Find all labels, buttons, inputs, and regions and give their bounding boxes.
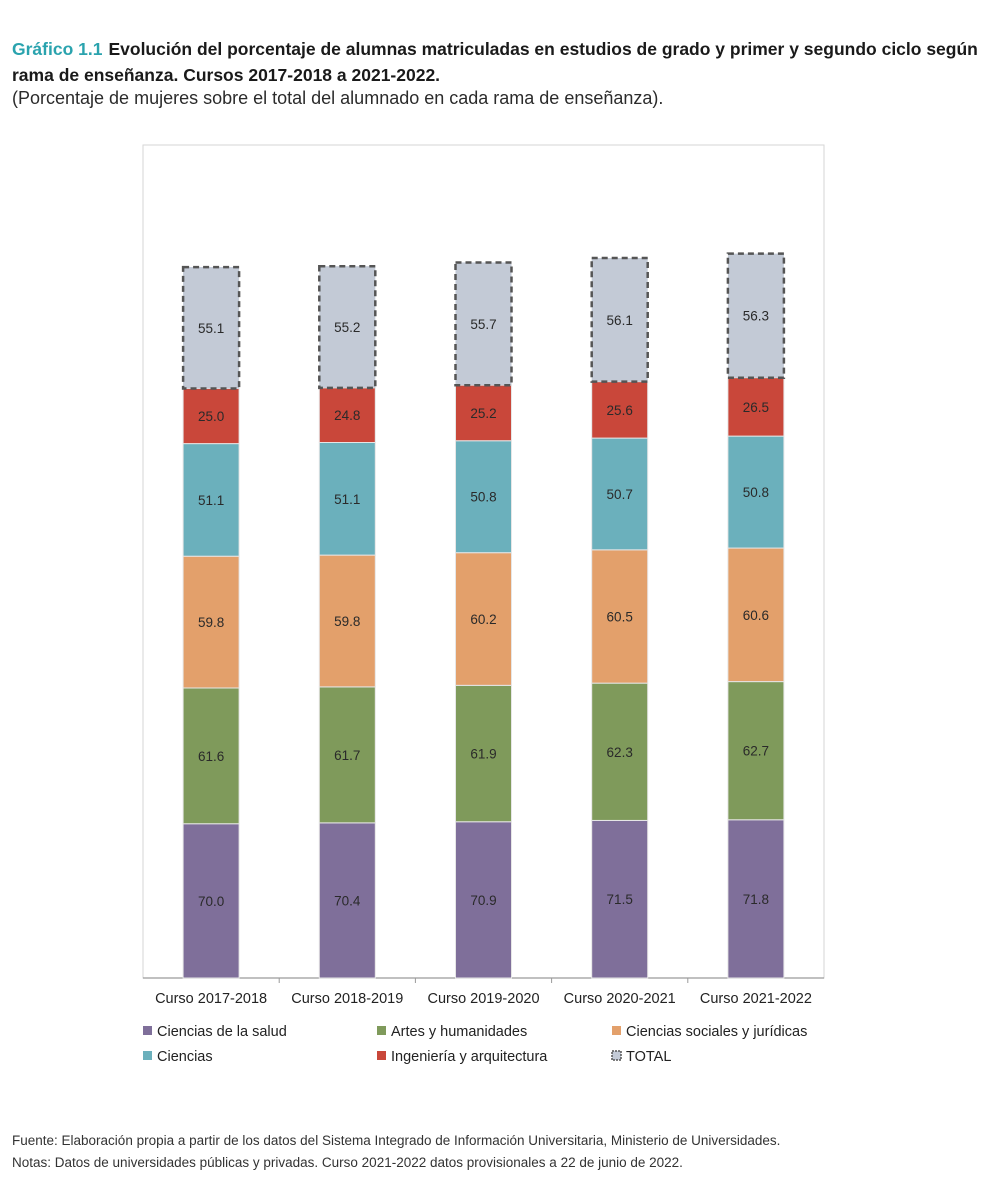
bar-segment-total-5 xyxy=(726,252,786,379)
chart-title: Gráfico 1.1 Evolución del porcentaje de a… xyxy=(12,36,992,88)
chart-subtitle: (Porcentaje de mujeres sobre el total de… xyxy=(12,88,664,108)
data-label-ciencias-2: 51.1 xyxy=(334,492,360,507)
bar-segment-ciencias-5 xyxy=(727,435,785,549)
legend-label-artes-y-humanidades: Artes y humanidades xyxy=(391,1024,527,1040)
bar-segment-total-2 xyxy=(318,264,377,390)
data-label-ingenieria-y-arquitectura-2: 24.8 xyxy=(334,408,360,423)
figure-label: Gráfico 1.1 xyxy=(12,39,103,59)
bar-segment-ingenieria-y-arquitectura-1 xyxy=(182,388,240,445)
data-label-ciencias-de-la-salud-3: 70.9 xyxy=(470,893,496,908)
legend-label-ciencias: Ciencias xyxy=(157,1049,213,1065)
data-label-ciencias-sociales-y-juridicas-4: 60.5 xyxy=(607,609,633,624)
bar-segment-ciencias-sociales-y-juridicas-5 xyxy=(727,547,785,683)
bar-segment-ciencias-de-la-salud-2 xyxy=(318,822,376,979)
bar-segment-total-1 xyxy=(181,265,241,390)
data-label-artes-y-humanidades-2: 61.7 xyxy=(334,748,360,763)
figure-title-text: Evolución del porcentaje de alumnas matr… xyxy=(12,39,978,85)
data-label-ciencias-sociales-y-juridicas-1: 59.8 xyxy=(198,615,224,630)
data-label-ciencias-1: 51.1 xyxy=(198,493,224,508)
bar-segment-ingenieria-y-arquitectura-3 xyxy=(455,384,512,442)
stacked-bar-chart: 70.0 61.6 59.8 51.1 25.0 55.1 Curso 2017-2018 7… xyxy=(142,144,825,1065)
bar-segment-ciencias-2 xyxy=(318,442,376,556)
bar-segment-artes-y-humanidades-5 xyxy=(727,681,785,821)
data-label-ciencias-de-la-salud-4: 71.5 xyxy=(607,892,633,907)
data-label-ciencias-de-la-salud-5: 71.8 xyxy=(743,892,769,907)
bar-segment-artes-y-humanidades-2 xyxy=(318,686,376,824)
data-label-ingenieria-y-arquitectura-3: 25.2 xyxy=(470,406,496,421)
data-label-ciencias-sociales-y-juridicas-5: 60.6 xyxy=(743,608,769,623)
bar-segment-ingenieria-y-arquitectura-2 xyxy=(318,387,376,443)
legend-swatch-ciencias-sociales-y-juridicas xyxy=(612,1026,621,1035)
footer-source: Fuente: Elaboración propia a partir de l… xyxy=(12,1133,781,1148)
bar-segment-ciencias-1 xyxy=(182,443,240,557)
legend-swatch-ciencias-de-la-salud xyxy=(143,1026,152,1035)
legend-swatch-total xyxy=(611,1050,622,1061)
bar-segment-artes-y-humanidades-1 xyxy=(182,687,240,825)
footer-notes: Notas: Datos de universidades públicas y… xyxy=(12,1155,683,1170)
data-label-total-1: 55.1 xyxy=(198,321,224,336)
x-tick-label-3: Curso 2019-2020 xyxy=(427,991,539,1007)
x-tick-label-1: Curso 2017-2018 xyxy=(155,991,267,1007)
legend-label-ciencias-sociales-y-juridicas: Ciencias sociales y jurídicas xyxy=(626,1024,807,1040)
data-label-total-5: 56.3 xyxy=(743,309,769,324)
legend-swatch-ciencias xyxy=(143,1051,152,1060)
data-label-total-3: 55.7 xyxy=(470,317,496,332)
data-label-total-2: 55.2 xyxy=(334,320,360,335)
data-label-artes-y-humanidades-1: 61.6 xyxy=(198,749,224,764)
data-label-ciencias-de-la-salud-1: 70.0 xyxy=(198,894,224,909)
data-label-ciencias-sociales-y-juridicas-2: 59.8 xyxy=(334,614,360,629)
bar-segment-total-3 xyxy=(454,261,513,387)
bar-segment-artes-y-humanidades-3 xyxy=(455,684,512,823)
data-label-ciencias-de-la-salud-2: 70.4 xyxy=(334,893,361,908)
x-tick-label-2: Curso 2018-2019 xyxy=(291,991,403,1007)
bar-segment-ciencias-sociales-y-juridicas-2 xyxy=(318,554,376,688)
bar-segment-artes-y-humanidades-4 xyxy=(591,682,649,821)
bar-segment-ciencias-3 xyxy=(455,440,512,554)
bar-segment-ciencias-4 xyxy=(591,437,649,551)
data-label-ciencias-3: 50.8 xyxy=(470,490,496,505)
bar-segment-ciencias-de-la-salud-1 xyxy=(182,823,240,979)
x-tick-label-5: Curso 2021-2022 xyxy=(700,991,812,1007)
data-label-ingenieria-y-arquitectura-1: 25.0 xyxy=(198,409,224,424)
data-label-ciencias-4: 50.7 xyxy=(607,487,633,502)
legend-label-ciencias-de-la-salud: Ciencias de la salud xyxy=(157,1024,287,1040)
legend-swatch-ingenieria-y-arquitectura xyxy=(377,1051,386,1060)
data-label-artes-y-humanidades-3: 61.9 xyxy=(470,747,496,762)
bar-segment-total-4 xyxy=(590,256,649,383)
bar-segment-ciencias-de-la-salud-3 xyxy=(455,821,512,979)
bar-segment-ciencias-de-la-salud-4 xyxy=(591,819,649,979)
data-label-ingenieria-y-arquitectura-4: 25.6 xyxy=(607,403,633,418)
bar-segment-ciencias-sociales-y-juridicas-1 xyxy=(182,555,240,689)
bar-segment-ingenieria-y-arquitectura-5 xyxy=(727,377,785,437)
bar-segment-ciencias-sociales-y-juridicas-4 xyxy=(591,549,649,684)
data-label-ciencias-5: 50.8 xyxy=(743,485,769,500)
data-label-artes-y-humanidades-5: 62.7 xyxy=(743,744,769,759)
x-tick-label-4: Curso 2020-2021 xyxy=(564,991,676,1007)
legend-label-ingenieria-y-arquitectura: Ingeniería y arquitectura xyxy=(391,1049,548,1065)
data-label-total-4: 56.1 xyxy=(607,313,633,328)
data-label-artes-y-humanidades-4: 62.3 xyxy=(607,745,633,760)
data-label-ciencias-sociales-y-juridicas-3: 60.2 xyxy=(470,612,496,627)
data-label-ingenieria-y-arquitectura-5: 26.5 xyxy=(743,400,769,415)
legend-label-total: TOTAL xyxy=(626,1049,671,1065)
bar-segment-ciencias-sociales-y-juridicas-3 xyxy=(455,552,512,686)
legend-swatch-artes-y-humanidades xyxy=(377,1026,386,1035)
bar-segment-ciencias-de-la-salud-5 xyxy=(727,819,785,979)
